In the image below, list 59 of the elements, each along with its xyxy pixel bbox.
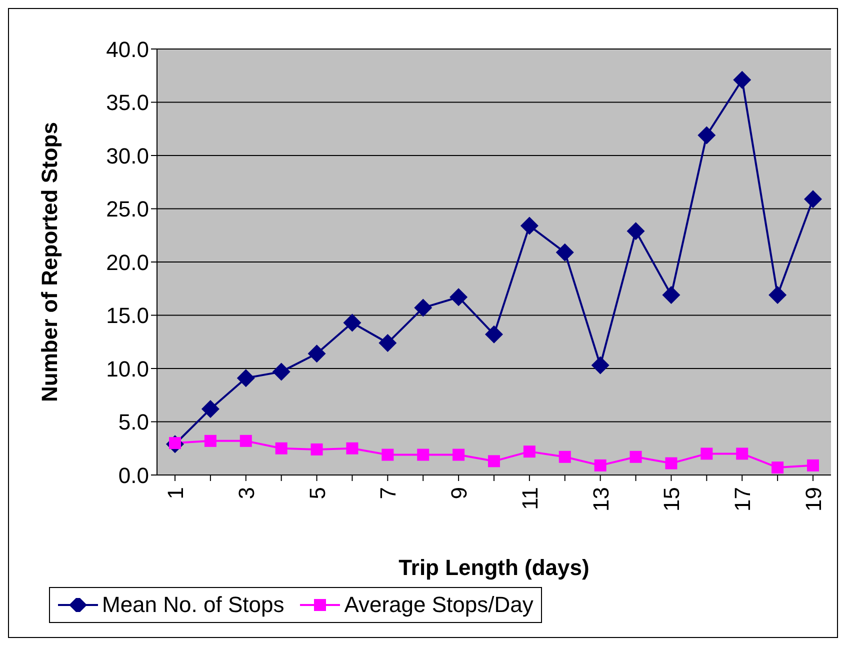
point [378, 334, 397, 352]
point [662, 286, 680, 304]
legend-label: Mean No. of Stops [102, 592, 284, 618]
y-tick-label: 20.0 [106, 250, 149, 275]
point [558, 450, 571, 463]
y-tick-label: 35.0 [106, 90, 149, 116]
x-tick-label: 17 [730, 487, 756, 512]
y-tick-label: 25.0 [106, 196, 149, 222]
point [523, 446, 536, 458]
x-tick-label: 5 [304, 487, 330, 500]
y-tick-label: 5.0 [118, 410, 149, 435]
point [308, 344, 326, 363]
y-tick-label: 30.0 [106, 143, 149, 168]
point [343, 314, 362, 332]
point [807, 459, 819, 472]
point [450, 288, 468, 306]
x-tick-label: 15 [659, 487, 684, 512]
y-tick-label: 0.0 [118, 462, 149, 488]
point [665, 457, 678, 470]
point [240, 434, 252, 447]
point [591, 356, 610, 374]
point [626, 222, 645, 240]
point [236, 369, 255, 388]
point [382, 448, 394, 461]
x-tick-label: 13 [588, 487, 614, 512]
point [556, 243, 574, 262]
point [275, 442, 288, 454]
point [520, 216, 538, 235]
x-tick-label: 19 [801, 487, 826, 512]
point [594, 459, 606, 472]
y-tick-label: 10.0 [106, 356, 149, 382]
y-axis-title: Number of Reported Stops [36, 122, 62, 402]
point [310, 443, 323, 456]
point [698, 126, 716, 144]
point [804, 190, 822, 208]
x-tick-label: 3 [234, 487, 259, 500]
x-tick-label: 7 [376, 487, 401, 500]
y-tick-label: 40.0 [106, 36, 149, 62]
point [272, 362, 290, 381]
point [768, 286, 787, 304]
point [733, 70, 752, 89]
point [700, 448, 713, 460]
x-tick-label: 11 [517, 487, 542, 510]
legend-label: Average Stops/Day [344, 592, 534, 618]
x-tick-label: 1 [163, 487, 188, 500]
point [417, 448, 430, 461]
point [736, 448, 748, 460]
point [488, 455, 500, 468]
point [485, 325, 503, 344]
point [630, 450, 642, 463]
point [204, 434, 216, 447]
point [201, 400, 220, 418]
point [414, 298, 432, 317]
point [772, 462, 784, 474]
point [452, 448, 465, 461]
x-tick-label: 9 [446, 487, 472, 500]
x-axis-title: Trip Length (days) [398, 555, 590, 580]
y-tick-label: 15.0 [106, 303, 149, 328]
point [346, 442, 358, 454]
